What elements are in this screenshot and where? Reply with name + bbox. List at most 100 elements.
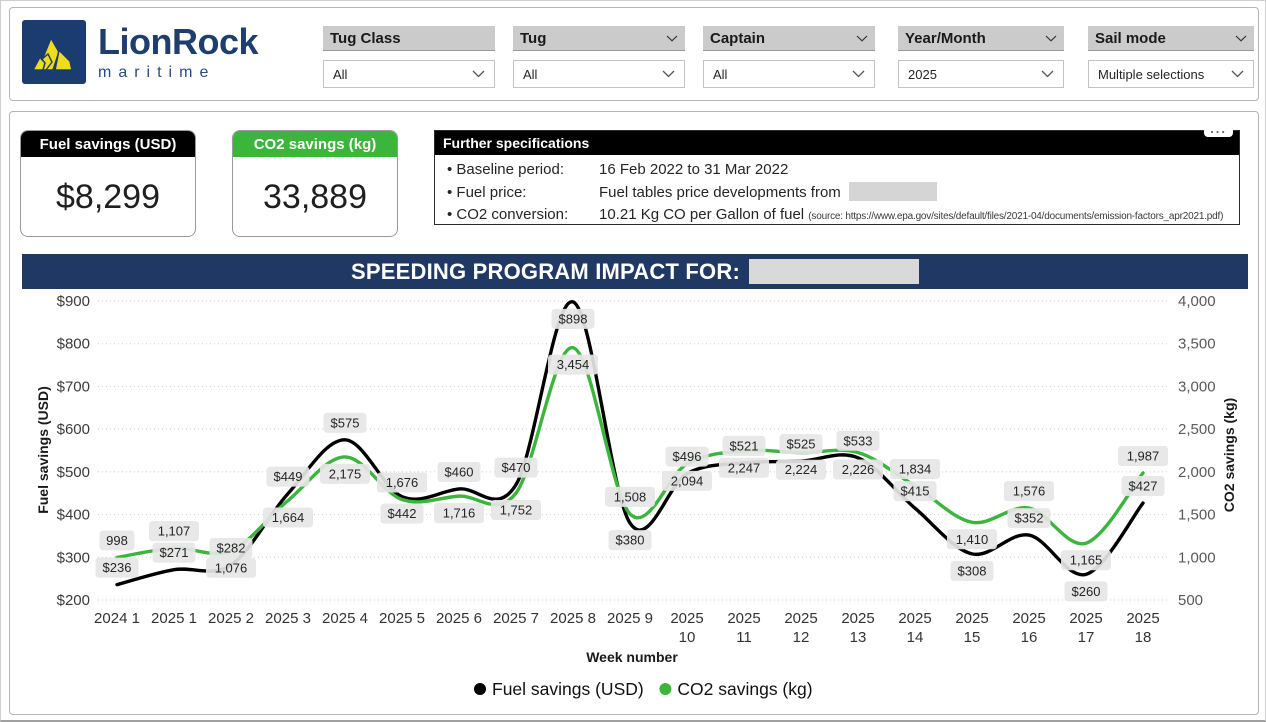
slicer-tug-class-header[interactable]: Tug Class <box>323 26 495 51</box>
svg-text:2025 9: 2025 9 <box>607 610 653 627</box>
chart-title-bar: SPEEDING PROGRAM IMPACT FOR: <box>22 254 1248 289</box>
svg-text:2,175: 2,175 <box>329 466 362 481</box>
slicer-label: Year/Month <box>905 29 986 47</box>
slicer-tug: Tug All <box>513 26 685 88</box>
speeding-impact-chart: $200 $300 $400 $500 $600 $700 $800 $900 500 1,000… <box>22 290 1248 704</box>
svg-text:$380: $380 <box>616 533 645 548</box>
slicer-tug-header[interactable]: Tug <box>513 26 685 51</box>
chevron-down-icon <box>666 35 678 42</box>
further-specifications-panel: ... Further specifications • Baseline pe… <box>434 121 1240 225</box>
kpi-co2-savings: CO2 savings (kg) 33,889 <box>232 130 398 237</box>
svg-text:$442: $442 <box>388 506 417 521</box>
spec-row-fuel-price: • Fuel price: Fuel tables price developm… <box>447 181 1227 205</box>
svg-text:2025: 2025 <box>898 610 931 627</box>
svg-text:$800: $800 <box>57 336 90 353</box>
source-note: (source: https://www.epa.gov/sites/defau… <box>808 211 1224 222</box>
svg-text:$533: $533 <box>844 433 873 448</box>
svg-text:$271: $271 <box>160 545 189 560</box>
svg-text:3,454: 3,454 <box>557 357 590 372</box>
svg-text:$575: $575 <box>331 415 360 430</box>
slicer-sail-mode-dropdown[interactable]: Multiple selections <box>1088 60 1254 88</box>
slicer-value: Multiple selections <box>1098 66 1205 82</box>
svg-text:2025 2: 2025 2 <box>208 610 254 627</box>
svg-text:$900: $900 <box>57 293 90 310</box>
kpi-fuel-savings: Fuel savings (USD) $8,299 <box>20 130 196 237</box>
redacted-text <box>848 181 937 201</box>
svg-text:11: 11 <box>736 629 752 646</box>
chevron-down-icon <box>852 70 865 78</box>
svg-text:13: 13 <box>850 629 867 646</box>
svg-text:17: 17 <box>1078 629 1095 646</box>
spec-value: 10.21 Kg CO per Gallon of fuel (source: … <box>599 206 1224 223</box>
legend-dot-icon <box>659 683 672 695</box>
svg-text:$260: $260 <box>1072 584 1101 599</box>
svg-text:2025: 2025 <box>727 610 760 627</box>
svg-text:1,410: 1,410 <box>956 532 989 547</box>
chevron-down-icon <box>662 70 675 78</box>
svg-text:2025: 2025 <box>841 610 874 627</box>
svg-text:2025 4: 2025 4 <box>322 610 368 627</box>
spec-label: • Fuel price: <box>447 183 527 201</box>
svg-text:1,716: 1,716 <box>443 506 476 521</box>
spec-value: Fuel tables price developments from <box>599 181 1227 205</box>
svg-text:$470: $470 <box>502 460 531 475</box>
spec-label: • Baseline period: <box>447 161 564 178</box>
svg-text:14: 14 <box>907 629 924 646</box>
svg-text:1,752: 1,752 <box>500 503 533 518</box>
slicer-year-month-header[interactable]: Year/Month <box>898 26 1064 51</box>
chart-title: SPEEDING PROGRAM IMPACT FOR: <box>351 258 740 284</box>
data-labels: $236 $271 $282 $449 $575 $442 $460 $470 $898 $380… <box>95 308 1168 602</box>
slicer-sail-mode-header[interactable]: Sail mode <box>1088 26 1254 51</box>
svg-text:2,247: 2,247 <box>728 460 761 475</box>
legend-label[interactable]: Fuel savings (USD) <box>492 679 644 699</box>
svg-text:2025: 2025 <box>1126 610 1159 627</box>
legend-label[interactable]: CO2 savings (kg) <box>677 679 812 699</box>
slicer-label: Tug <box>520 29 547 47</box>
slicer-tug-class: Tug Class All <box>323 26 495 88</box>
logo-text: LionRock maritime <box>98 20 259 84</box>
chevron-down-icon <box>1045 35 1057 42</box>
legend-dot-icon <box>474 683 486 695</box>
chevron-down-icon <box>1231 70 1244 78</box>
svg-text:$449: $449 <box>274 469 303 484</box>
svg-text:2,000: 2,000 <box>1178 464 1216 481</box>
chevron-down-icon <box>1235 35 1247 42</box>
slicer-label: Sail mode <box>1095 29 1166 47</box>
left-axis-ticks: $200 $300 $400 $500 $600 $700 $800 $900 <box>57 293 90 609</box>
slicer-captain-dropdown[interactable]: All <box>703 60 875 88</box>
slicer-value: All <box>523 66 538 82</box>
svg-text:2025 6: 2025 6 <box>436 610 482 627</box>
slicer-captain-header[interactable]: Captain <box>703 26 875 51</box>
more-options-button[interactable]: ... <box>1204 121 1233 137</box>
further-specifications-title: Further specifications <box>435 131 1239 155</box>
svg-text:12: 12 <box>793 629 810 646</box>
slicer-tug-dropdown[interactable]: All <box>513 60 685 88</box>
slicer-value: All <box>713 66 728 82</box>
svg-text:2,500: 2,500 <box>1178 421 1216 438</box>
chevron-down-icon <box>856 35 868 42</box>
logo: LionRock maritime <box>22 20 259 84</box>
slicer-sail-mode: Sail mode Multiple selections <box>1088 26 1254 88</box>
svg-text:$282: $282 <box>217 540 246 555</box>
svg-text:$521: $521 <box>730 438 759 453</box>
svg-text:$500: $500 <box>57 464 90 481</box>
svg-text:$308: $308 <box>958 563 987 578</box>
svg-text:2025 8: 2025 8 <box>550 610 596 627</box>
svg-text:16: 16 <box>1021 629 1038 646</box>
svg-text:1,676: 1,676 <box>386 475 419 490</box>
svg-text:$898: $898 <box>559 311 588 326</box>
slicer-year-month-dropdown[interactable]: 2025 <box>898 60 1064 88</box>
lionrock-logo-icon <box>22 20 86 84</box>
svg-text:2025: 2025 <box>1012 610 1045 627</box>
kpi-fuel-savings-value: $8,299 <box>56 178 160 216</box>
svg-text:2025: 2025 <box>670 610 703 627</box>
chart-legend[interactable]: Fuel savings (USD) CO2 savings (kg) <box>474 679 813 699</box>
svg-text:$496: $496 <box>673 449 702 464</box>
slicer-tug-class-dropdown[interactable]: All <box>323 60 495 88</box>
slicer-value: 2025 <box>908 66 937 82</box>
svg-text:1,576: 1,576 <box>1013 484 1046 499</box>
svg-text:10: 10 <box>679 629 696 646</box>
svg-text:1,000: 1,000 <box>1178 549 1216 566</box>
slicer-label: Tug Class <box>330 29 401 47</box>
svg-text:18: 18 <box>1135 629 1152 646</box>
